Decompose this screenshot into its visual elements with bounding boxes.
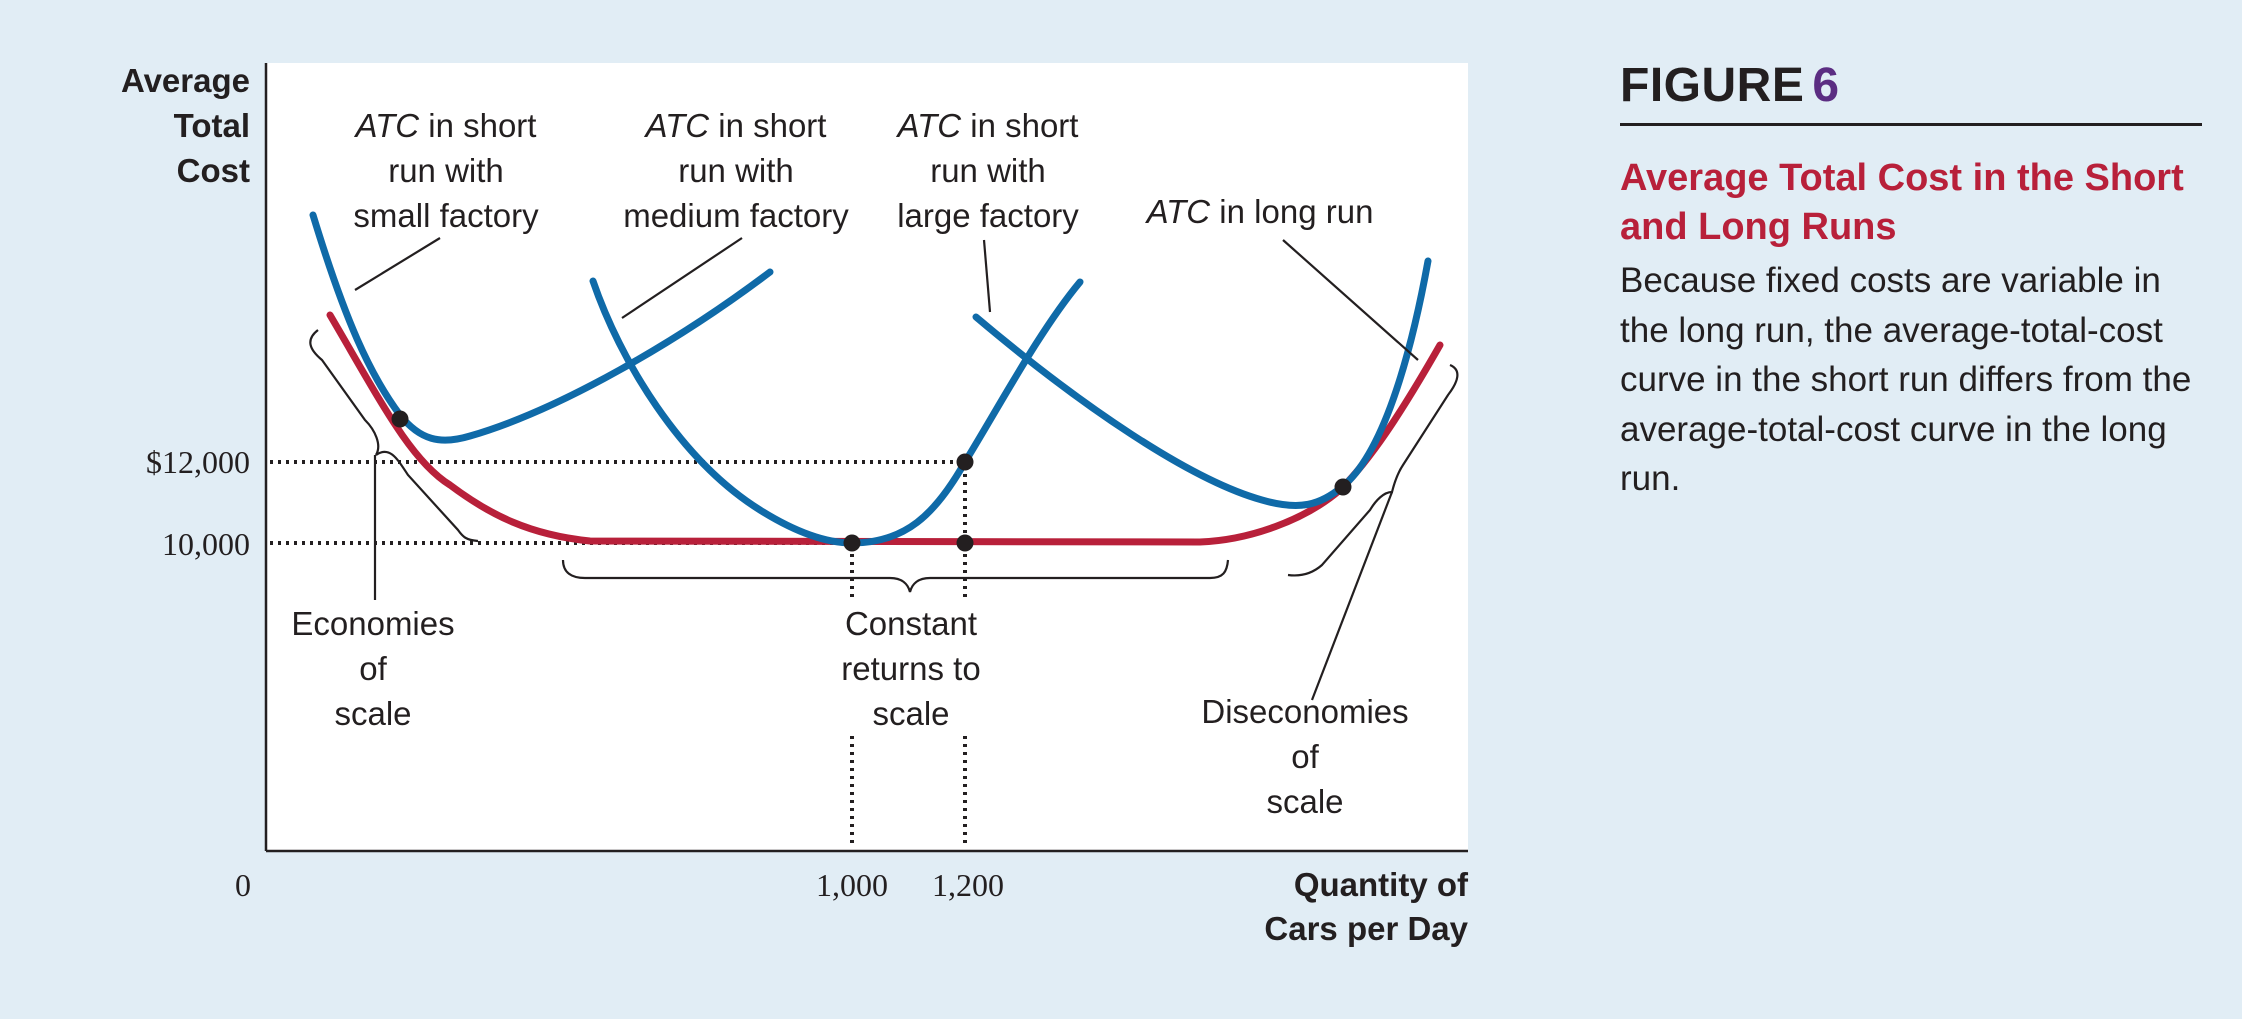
diseconomies-brace — [1287, 363, 1459, 577]
label-large-rest: in short — [961, 107, 1078, 144]
label-large-line-1: ATC in short — [896, 107, 1079, 144]
figure-title: Average Total Cost in the Short and Long… — [1620, 157, 2184, 248]
label-small-rest: in short — [419, 107, 536, 144]
chart-area: Average Total Cost $12,000 10,000 0 1,00… — [121, 62, 1469, 947]
label-medium-line-1: ATC in short — [644, 107, 827, 144]
leader-large — [982, 239, 992, 313]
label-medium-line-3: medium factory — [623, 197, 849, 234]
y-tick-12000: $12,000 — [146, 444, 250, 480]
atc-italic: ATC — [354, 107, 421, 144]
cost-curves-diagram: Average Total Cost $12,000 10,000 0 1,00… — [121, 62, 1469, 947]
atc-italic: ATC — [1145, 193, 1212, 230]
constant-label-line-3: scale — [872, 695, 949, 732]
tangency-point-large — [1334, 478, 1352, 496]
economies-label-line-2: of — [359, 650, 387, 687]
constant-label-line-1: Constant — [845, 605, 977, 642]
diseconomies-label-line-2: of — [1291, 738, 1319, 775]
tangency-point-small — [391, 410, 409, 428]
point-1200-12000 — [956, 453, 974, 471]
label-small-line-3: small factory — [353, 197, 539, 234]
x-tick-1000: 1,000 — [816, 867, 888, 903]
diseconomies-label-line-3: scale — [1266, 783, 1343, 820]
leader-long — [1282, 239, 1419, 361]
x-tick-1200: 1,200 — [932, 867, 1004, 903]
y-axis-label-line-3: Cost — [177, 152, 250, 189]
y-axis-label-line-2: Total — [174, 107, 250, 144]
leader-small — [354, 237, 441, 291]
diseconomies-label-line-1: Diseconomies — [1201, 693, 1408, 730]
label-long-run: ATC in long run — [1145, 193, 1374, 230]
label-medium-rest: in short — [709, 107, 826, 144]
constant-label-line-2: returns to — [841, 650, 980, 687]
tangency-point-medium — [843, 534, 861, 552]
plot-area — [266, 63, 1468, 851]
x-axis-label-line-1: Quantity of — [1294, 866, 1469, 903]
figure-number: 6 — [1812, 59, 1840, 112]
point-1200-10000 — [956, 534, 974, 552]
origin-label: 0 — [235, 867, 251, 903]
economies-label-line-3: scale — [334, 695, 411, 732]
label-large-line-3: large factory — [897, 197, 1079, 234]
x-axis-label-line-2: Cars per Day — [1264, 910, 1468, 947]
y-tick-10000: 10,000 — [162, 526, 250, 562]
label-small-line-1: ATC in short — [354, 107, 537, 144]
atc-italic: ATC — [644, 107, 711, 144]
leader-diseconomies — [1310, 491, 1394, 701]
figure-heading: FIGURE 6 — [1620, 58, 2202, 126]
label-medium-line-2: run with — [678, 152, 794, 189]
y-axis-label-line-1: Average — [121, 62, 250, 99]
economies-label-line-1: Economies — [291, 605, 454, 642]
label-small-line-2: run with — [388, 152, 504, 189]
figure-label: FIGURE — [1620, 59, 1805, 112]
atc-large-factory-curve — [972, 257, 1432, 509]
economies-brace — [309, 329, 479, 543]
atc-small-factory-curve — [309, 211, 774, 444]
figure-caption: Because fixed costs are variable in the … — [1620, 261, 2192, 498]
constant-returns-brace — [561, 559, 1230, 593]
leader-medium — [621, 237, 743, 319]
label-large-line-2: run with — [930, 152, 1046, 189]
label-long-rest: in long run — [1210, 193, 1373, 230]
atc-italic: ATC — [896, 107, 963, 144]
figure-sidebar: FIGURE 6 Average Total Cost in the Short … — [1620, 58, 2202, 504]
